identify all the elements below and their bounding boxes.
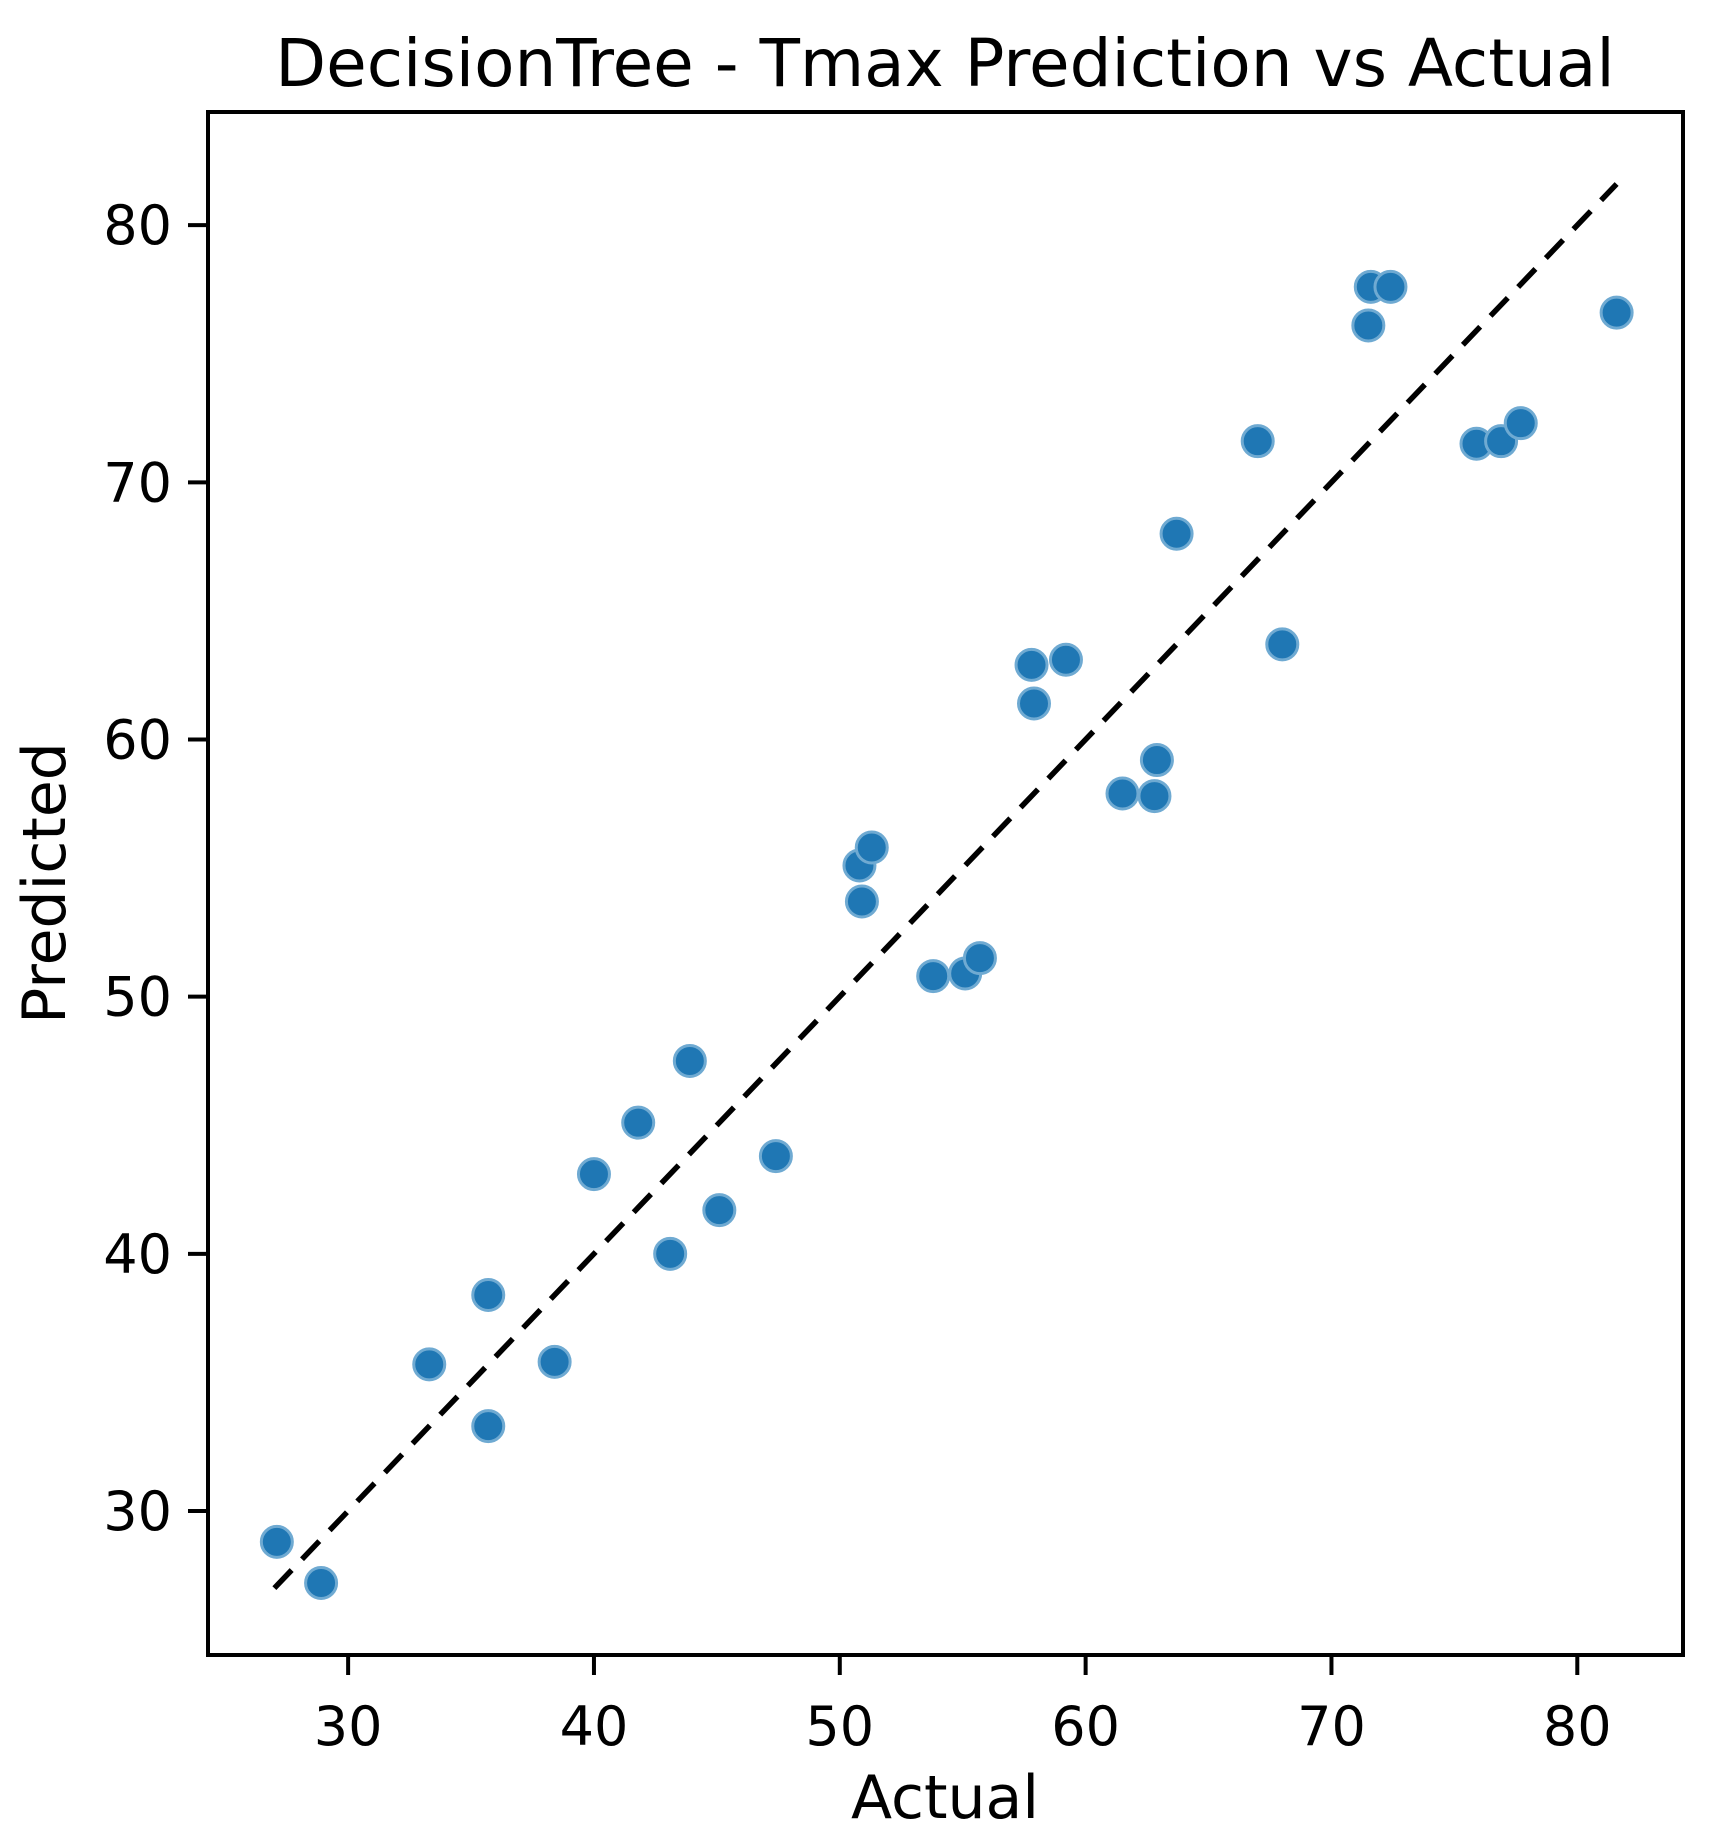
identity-line bbox=[272, 182, 1619, 1591]
y-tick-label: 30 bbox=[103, 1480, 172, 1543]
scatter-point bbox=[653, 1236, 688, 1271]
y-tick-label: 50 bbox=[103, 966, 172, 1029]
scatter-point bbox=[854, 830, 889, 865]
x-tick-label: 60 bbox=[1051, 1695, 1120, 1758]
plot-border bbox=[206, 110, 1685, 1657]
scatter-point bbox=[1159, 516, 1194, 551]
y-tick-label: 80 bbox=[103, 194, 172, 257]
x-tick-label: 50 bbox=[805, 1695, 874, 1758]
y-axis-ticks: 30 40 50 60 70 80 bbox=[103, 194, 206, 1543]
scatter-point bbox=[844, 884, 879, 919]
scatter-point bbox=[1139, 743, 1174, 778]
scatter-point bbox=[1503, 406, 1538, 441]
scatter-point bbox=[672, 1043, 707, 1078]
scatter-point bbox=[576, 1157, 611, 1192]
scatter-point bbox=[916, 959, 951, 994]
scatter-point bbox=[537, 1344, 572, 1379]
scatter-point bbox=[1373, 269, 1408, 304]
chart-title: DecisionTree - Tmax Prediction vs Actual bbox=[275, 25, 1614, 102]
x-tick-label: 30 bbox=[314, 1695, 383, 1758]
y-tick-label: 70 bbox=[103, 451, 172, 514]
scatter-point bbox=[304, 1565, 339, 1600]
scatter-point bbox=[1265, 627, 1300, 662]
x-axis-ticks: 30 40 50 60 70 80 bbox=[314, 1657, 1612, 1758]
scatter-point bbox=[412, 1347, 447, 1382]
scatter-point bbox=[758, 1139, 793, 1174]
scatter-point bbox=[1048, 642, 1083, 677]
y-tick-label: 40 bbox=[103, 1223, 172, 1286]
scatter-point bbox=[471, 1409, 506, 1444]
scatter-point bbox=[1599, 295, 1634, 330]
x-tick-label: 40 bbox=[560, 1695, 629, 1758]
scatter-point bbox=[1240, 424, 1275, 459]
scatter-point bbox=[702, 1193, 737, 1228]
identity-line-group bbox=[272, 182, 1619, 1591]
scatter-points-group bbox=[259, 269, 1634, 1600]
x-axis-label: Actual bbox=[851, 1763, 1039, 1833]
scatter-point bbox=[1351, 308, 1386, 343]
x-tick-label: 80 bbox=[1543, 1695, 1612, 1758]
scatter-point bbox=[1014, 647, 1049, 682]
scatter-point bbox=[471, 1277, 506, 1312]
y-tick-label: 60 bbox=[103, 708, 172, 771]
scatter-point bbox=[259, 1524, 294, 1559]
scatter-point bbox=[1105, 776, 1140, 811]
scatter-point bbox=[621, 1105, 656, 1140]
scatter-point bbox=[962, 941, 997, 976]
scatter-point bbox=[1137, 779, 1172, 814]
y-axis-label: Predicted bbox=[10, 742, 80, 1024]
scatter-point bbox=[1017, 686, 1051, 721]
x-tick-label: 70 bbox=[1297, 1695, 1366, 1758]
